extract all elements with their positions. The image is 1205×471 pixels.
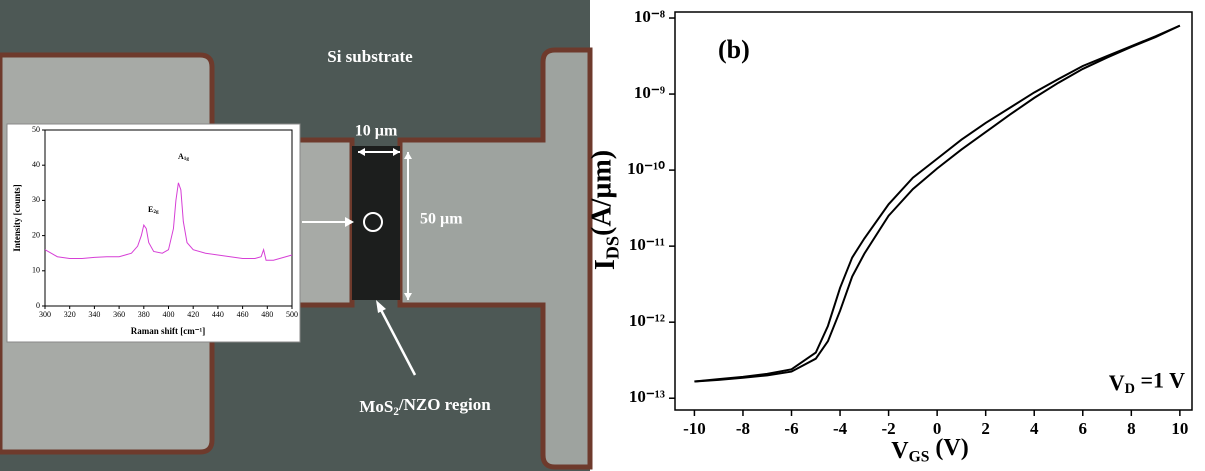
x-tick-label: 8 (1127, 419, 1136, 438)
figure: Si substrate 10 µm 50 µm 300320340360380… (0, 0, 1205, 471)
width-label: 10 µm (355, 123, 398, 140)
y-tick-label: 10⁻⁸ (634, 7, 665, 26)
x-tick-label: -10 (683, 419, 706, 438)
x-axis-label: Raman shift [cm⁻¹] (131, 326, 205, 336)
label-part: GS (909, 448, 930, 465)
plot-frame (675, 12, 1192, 410)
x-tick-label: 440 (212, 310, 224, 319)
label-part: D (1125, 381, 1135, 397)
y-tick-label: 10⁻¹² (629, 311, 665, 330)
y-axis-label: Intensity [counts] (12, 184, 22, 251)
label-part: =1 V (1135, 367, 1185, 392)
x-tick-label: 10 (1171, 419, 1188, 438)
x-axis-label: VGS (V) (891, 435, 968, 465)
y-tick-label: 10⁻¹³ (629, 387, 665, 406)
panel-label: (b) (718, 35, 750, 64)
label-part: DS (603, 236, 623, 259)
x-tick-label: 4 (1030, 419, 1039, 438)
x-tick-label: 340 (88, 310, 100, 319)
y-tick-label: 10⁻¹¹ (629, 235, 665, 254)
substrate-label: Si substrate (327, 47, 413, 66)
x-tick-label: -8 (736, 419, 750, 438)
x-tick-label: 460 (237, 310, 249, 319)
data-line (694, 26, 1179, 382)
y-tick-label: 50 (32, 125, 40, 134)
photo: Si substrate 10 µm 50 µm (0, 0, 590, 471)
label-part: V (891, 438, 909, 464)
page: {"photo": {"labels": {"substrate": "Si s… (0, 0, 1205, 471)
x-tick-label: -4 (833, 419, 848, 438)
y-tick-label: 30 (32, 195, 40, 204)
x-tick-label: 480 (261, 310, 273, 319)
data-line (694, 26, 1179, 382)
x-tick-label: 6 (1079, 419, 1088, 438)
y-tick-label: 40 (32, 160, 40, 169)
y-tick-label: 10 (32, 266, 40, 275)
length-label: 50 µm (420, 211, 463, 228)
x-tick-label: 420 (187, 310, 199, 319)
label-part: /NZO region (398, 395, 491, 414)
y-tick-label: 0 (36, 301, 40, 310)
x-tick-label: 380 (138, 310, 150, 319)
channel (352, 146, 400, 300)
x-tick-label: 300 (39, 310, 51, 319)
x-tick-label: 500 (286, 310, 298, 319)
y-tick-label: 10⁻¹⁰ (627, 159, 665, 178)
x-tick-label: 360 (113, 310, 125, 319)
y-tick-label: 20 (32, 230, 40, 239)
x-tick-label: -2 (882, 419, 896, 438)
x-tick-label: 2 (981, 419, 990, 438)
bias-label: VD =1 V (1109, 367, 1185, 397)
x-tick-label: 400 (163, 310, 175, 319)
label-part: 2g (153, 209, 159, 215)
label-part: 1g (184, 156, 190, 162)
x-tick-label: -6 (784, 419, 798, 438)
label-part: (V) (929, 435, 968, 461)
y-tick-label: 10⁻⁹ (634, 83, 665, 102)
x-tick-label: 320 (64, 310, 76, 319)
label-part: (A/µm) (587, 150, 618, 236)
label-part: V (1109, 370, 1125, 395)
label-part: MoS (359, 397, 393, 416)
label-part: I (590, 259, 621, 270)
